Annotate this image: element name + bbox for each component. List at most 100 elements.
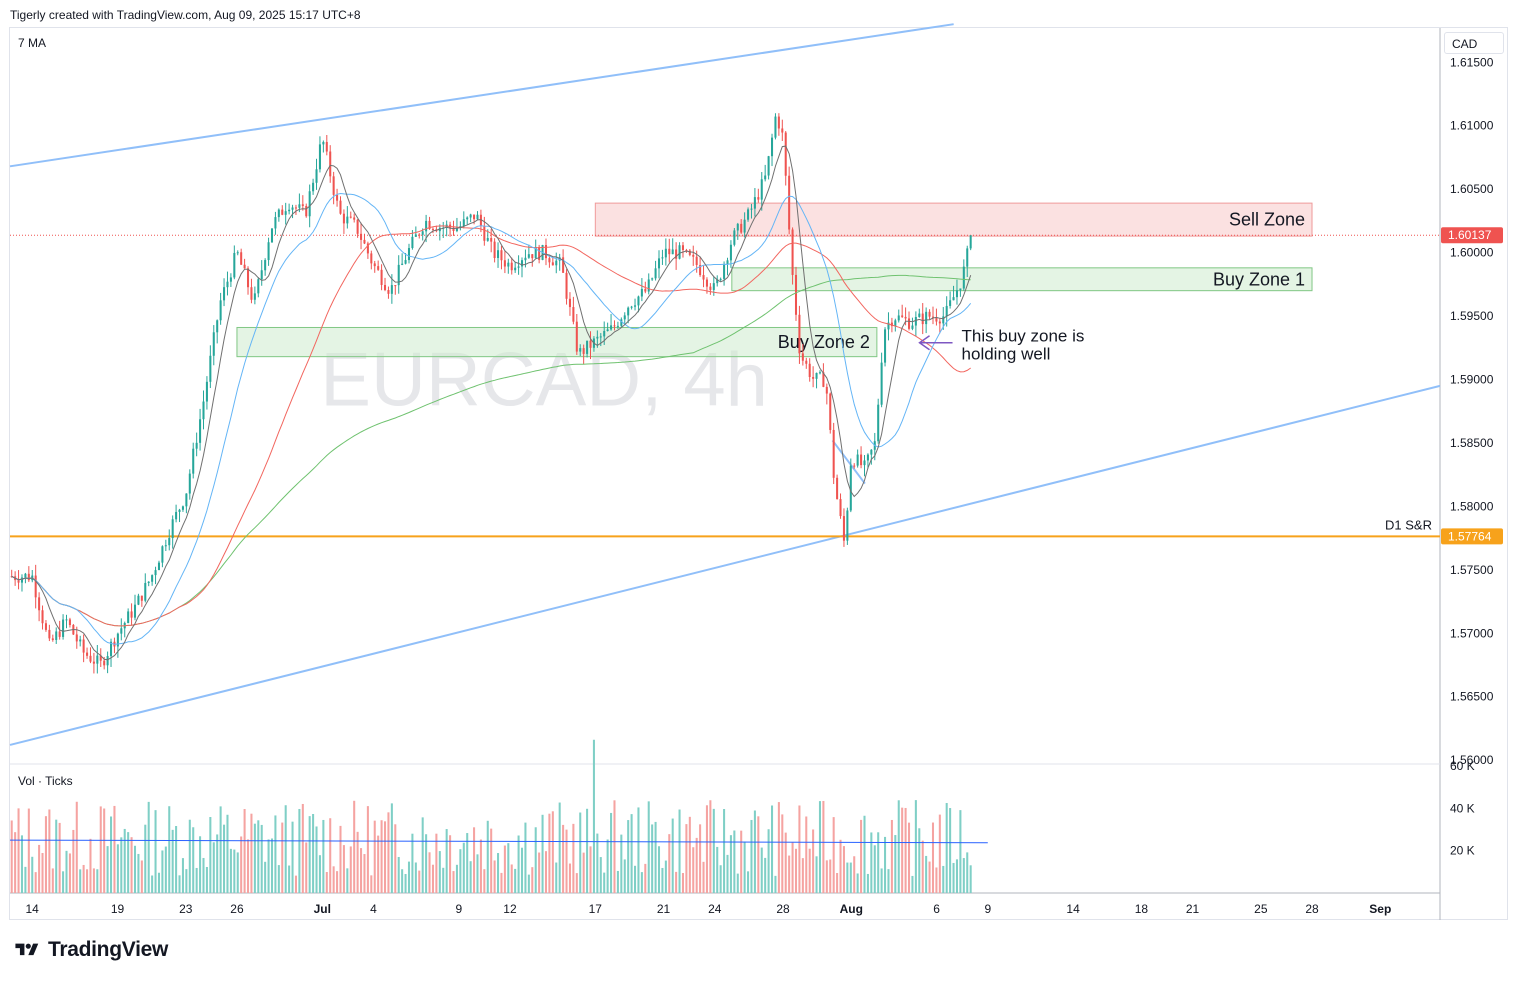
candle-body xyxy=(764,175,767,180)
candle-body xyxy=(836,477,839,500)
volume-bar xyxy=(291,821,294,893)
volume-bar xyxy=(96,869,99,893)
volume-bar xyxy=(750,819,753,893)
candle-body xyxy=(133,604,137,618)
volume-bar xyxy=(935,867,938,893)
volume-bar xyxy=(438,851,441,893)
candle-body xyxy=(610,325,613,330)
last-price-tag: 1.60137 xyxy=(1448,228,1492,242)
volume-bar xyxy=(205,866,208,893)
volume-bar xyxy=(716,846,719,893)
volume-bar xyxy=(294,875,297,893)
volume-bar xyxy=(407,861,411,893)
volume-bar xyxy=(497,853,500,893)
volume-bar xyxy=(911,875,914,893)
volume-bar xyxy=(774,875,777,893)
candle-body xyxy=(644,288,647,292)
candle-body xyxy=(428,220,431,229)
candle-body xyxy=(86,652,89,656)
candle-body xyxy=(805,360,808,364)
volume-label[interactable]: Vol · Ticks xyxy=(18,774,73,788)
tradingview-logo[interactable]: TradingView xyxy=(12,938,168,962)
candle-body xyxy=(68,619,71,626)
time-tick-label: 12 xyxy=(503,902,517,916)
candle-body xyxy=(709,286,712,290)
volume-bar xyxy=(517,835,520,893)
candle-body xyxy=(723,264,726,279)
volume-bar xyxy=(89,838,92,893)
candle-body xyxy=(897,315,900,321)
volume-bar xyxy=(818,801,821,893)
candle-body xyxy=(62,619,65,637)
volume-bar xyxy=(815,856,818,893)
volume-bar xyxy=(938,814,941,893)
volume-bar xyxy=(459,849,462,893)
volume-bar xyxy=(695,837,698,893)
volume-bar xyxy=(383,821,387,893)
candle-body xyxy=(452,227,455,231)
candle-body xyxy=(812,376,815,379)
volume-bar xyxy=(86,869,89,893)
candle-body xyxy=(699,264,702,276)
volume-ma-line xyxy=(9,839,988,844)
candle-body xyxy=(586,340,589,354)
time-tick-label: 18 xyxy=(1135,902,1149,916)
candle-body xyxy=(760,179,763,200)
candle-body xyxy=(373,263,376,267)
volume-bar xyxy=(599,857,602,893)
candle-body xyxy=(291,207,294,210)
candle-body xyxy=(747,209,750,220)
candle-body xyxy=(387,290,390,294)
volume-bar xyxy=(356,831,359,893)
volume-bar xyxy=(332,866,335,893)
price-tick-label: 1.57000 xyxy=(1450,626,1494,640)
zone-buy-zone-1 xyxy=(731,267,1313,292)
volume-bar xyxy=(394,824,397,893)
candle-body xyxy=(243,264,246,269)
candle-body xyxy=(339,200,342,214)
volume-bar xyxy=(664,860,667,893)
candle-body xyxy=(887,322,890,330)
candle-body xyxy=(825,386,828,394)
candle-body xyxy=(914,316,917,326)
volume-bar xyxy=(955,859,958,893)
volume-bar xyxy=(92,868,95,893)
candle-body xyxy=(75,634,78,642)
volume-bar xyxy=(370,875,373,893)
volume-bar xyxy=(318,855,321,893)
currency-selector[interactable]: CAD xyxy=(1444,32,1504,54)
volume-bar xyxy=(699,824,702,893)
volume-bar xyxy=(863,815,866,893)
candle-body xyxy=(562,257,565,273)
candle-body xyxy=(455,227,458,231)
volume-bar xyxy=(794,848,798,893)
volume-bar xyxy=(120,837,123,893)
volume-bar xyxy=(832,817,835,893)
volume-bar xyxy=(425,834,428,893)
volume-bar xyxy=(469,861,472,893)
candle-body xyxy=(301,204,304,206)
volume-bar xyxy=(284,805,287,893)
indicator-label[interactable]: 7 MA xyxy=(18,36,47,50)
zone-buy-zone-2 xyxy=(236,326,878,358)
candle-body xyxy=(589,340,592,348)
candle-body xyxy=(277,209,280,218)
support-price-tag-bg xyxy=(1441,528,1503,545)
volume-bar xyxy=(339,825,342,893)
time-tick-label: 25 xyxy=(1254,902,1268,916)
volume-bar xyxy=(223,824,226,893)
candle-body xyxy=(370,253,373,264)
candle-body xyxy=(524,257,527,261)
candle-body xyxy=(366,243,369,254)
volume-bar xyxy=(640,872,643,893)
candle-body xyxy=(154,570,157,576)
candle-body xyxy=(188,473,191,494)
volume-bar xyxy=(966,852,969,893)
candle-body xyxy=(692,254,695,257)
candle-body xyxy=(161,546,164,563)
volume-bar xyxy=(678,809,681,893)
candle-body xyxy=(360,233,363,240)
volume-bar xyxy=(743,841,746,893)
volume-bar xyxy=(702,861,705,893)
